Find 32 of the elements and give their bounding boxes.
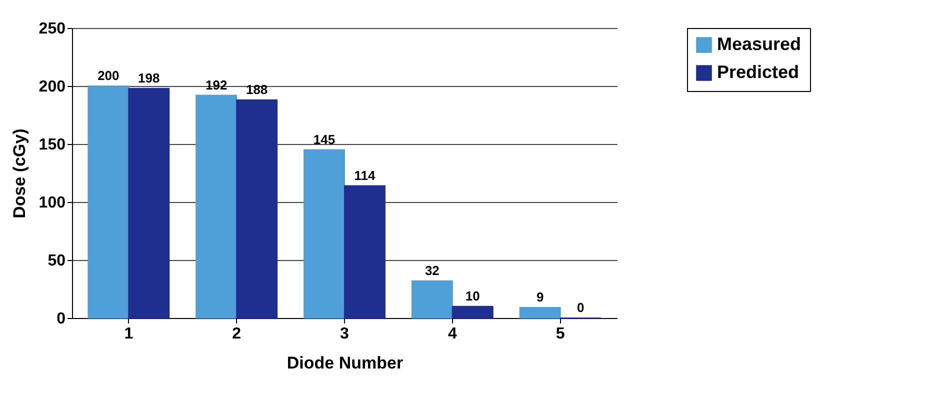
y-tick-label: 50 xyxy=(48,252,66,270)
bar xyxy=(236,99,278,318)
data-label: 200 xyxy=(98,68,120,83)
bar xyxy=(411,280,453,318)
bar xyxy=(344,185,386,318)
legend-label: Measured xyxy=(717,34,802,54)
x-axis-title: Diode Number xyxy=(286,354,404,372)
data-label: 145 xyxy=(313,132,336,147)
x-tick-label: 3 xyxy=(340,326,350,342)
bar xyxy=(519,307,561,318)
y-tick-label: 100 xyxy=(38,194,66,212)
y-tick-label: 200 xyxy=(38,78,66,96)
data-label: 10 xyxy=(465,288,480,304)
x-tick-label: 4 xyxy=(448,326,457,342)
legend-label: Predicted xyxy=(717,62,800,82)
bar xyxy=(196,94,238,318)
bar xyxy=(88,86,130,318)
data-label: 0 xyxy=(576,300,584,315)
data-label: 114 xyxy=(354,168,376,183)
y-axis-title: Dose (cGy) xyxy=(10,128,29,218)
x-tick-label: 2 xyxy=(232,326,242,342)
y-tick-label: 150 xyxy=(38,136,66,154)
bar xyxy=(452,306,494,318)
data-label: 32 xyxy=(424,262,440,278)
y-tick-label: 0 xyxy=(56,310,66,328)
bar xyxy=(304,149,345,318)
data-label: 9 xyxy=(536,290,544,305)
x-tick-label: 1 xyxy=(124,326,134,342)
bar xyxy=(128,88,170,318)
x-tick-label: 5 xyxy=(556,326,565,342)
data-label: 198 xyxy=(138,70,160,86)
y-tick-label: 250 xyxy=(38,20,66,38)
